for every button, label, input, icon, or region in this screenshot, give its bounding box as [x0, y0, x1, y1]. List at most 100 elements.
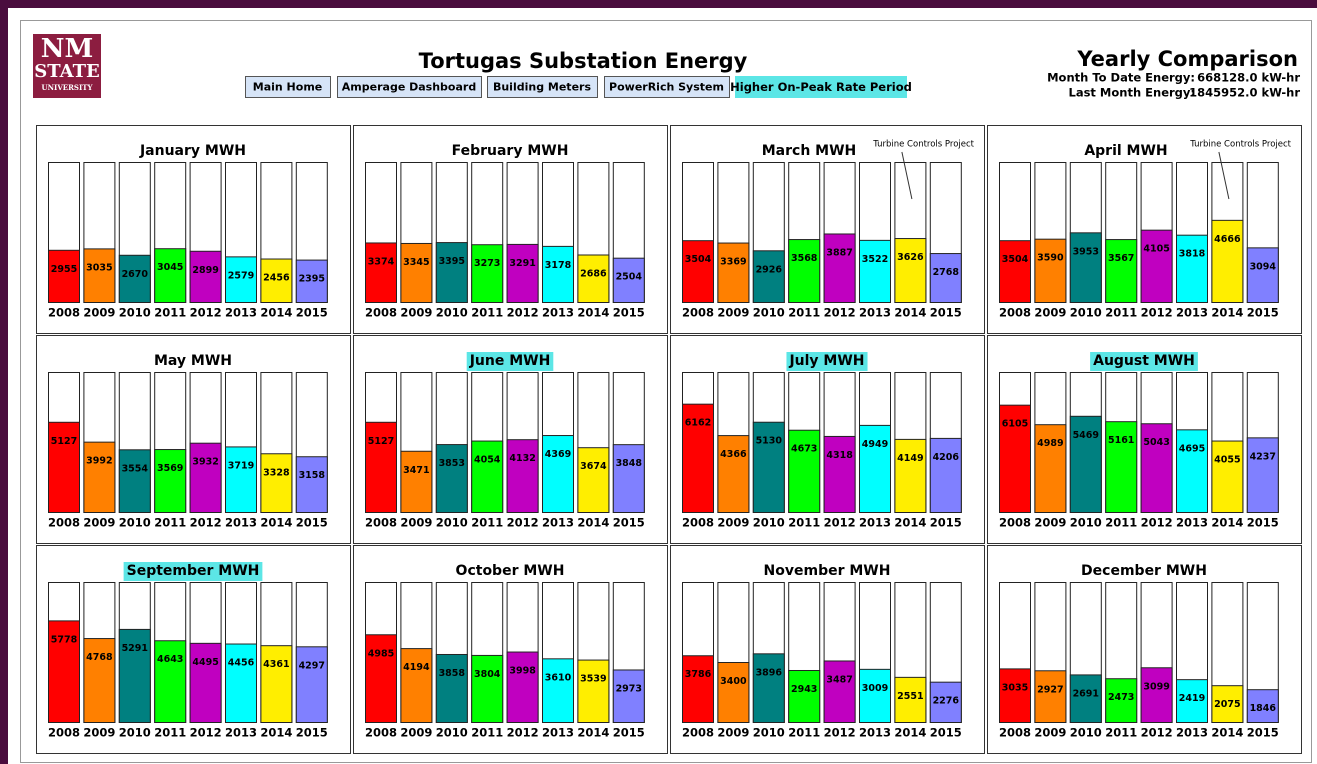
button-face[interactable]	[604, 76, 730, 98]
x-tick-label: 2012	[824, 516, 856, 530]
bar	[400, 648, 433, 723]
bar	[295, 259, 328, 303]
bar	[225, 643, 257, 724]
x-tick-label: 2011	[154, 306, 186, 320]
button-label[interactable]: Main Home	[253, 81, 323, 94]
bar	[48, 421, 80, 513]
x-tick-label: 2015	[613, 726, 645, 740]
x-tick-label: 2010	[436, 306, 468, 320]
bar	[1034, 238, 1067, 304]
button-face[interactable]	[487, 76, 598, 98]
value-label: 3158	[299, 470, 326, 481]
x-tick-label: 2012	[507, 726, 539, 740]
x-tick-label: 2011	[1105, 306, 1137, 320]
value-label: 3804	[474, 669, 501, 680]
x-tick-label: 2011	[788, 726, 820, 740]
bar	[1176, 234, 1208, 303]
button-face[interactable]	[245, 76, 331, 98]
value-label: 1846	[1250, 703, 1277, 714]
bar	[365, 421, 397, 513]
bar	[1034, 424, 1067, 514]
notice: Higher On-Peak Rate Period	[730, 80, 912, 94]
annotation: Turbine Controls Project	[1189, 140, 1291, 150]
x-tick-label: 2013	[859, 726, 891, 740]
value-label: 3610	[545, 672, 572, 683]
button-label[interactable]: PowerRich System	[609, 81, 724, 94]
x-tick-label: 2009	[400, 516, 432, 530]
value-label: 3858	[439, 668, 466, 679]
x-tick-label: 2011	[1105, 516, 1137, 530]
value-label: 3719	[228, 460, 254, 471]
x-tick-label: 2010	[1070, 726, 1102, 740]
value-label: 3400	[720, 676, 747, 687]
bar	[506, 439, 539, 513]
value-label: 4456	[228, 658, 255, 669]
bar	[1211, 219, 1244, 303]
bar	[118, 449, 151, 513]
x-tick-label: 2008	[682, 516, 714, 530]
bar	[506, 651, 539, 723]
x-tick-label: 2013	[859, 306, 891, 320]
chart-title: October MWH	[456, 563, 565, 579]
nav-button[interactable]: PowerRich System	[604, 76, 730, 98]
logo-text: STATE	[34, 61, 100, 82]
bar	[435, 444, 468, 514]
x-tick-label: 2008	[999, 306, 1031, 320]
value-label: 3567	[1108, 253, 1134, 264]
bar	[48, 249, 80, 304]
x-tick-label: 2015	[296, 306, 328, 320]
bar	[154, 248, 187, 303]
x-tick-label: 2012	[824, 726, 856, 740]
x-tick-label: 2010	[1070, 306, 1102, 320]
x-tick-label: 2015	[930, 306, 962, 320]
value-label: 2973	[616, 683, 642, 694]
x-tick-label: 2011	[788, 306, 820, 320]
nav-button[interactable]: Building Meters	[487, 76, 598, 98]
value-label: 3539	[580, 674, 606, 685]
button-label[interactable]: Building Meters	[493, 81, 591, 94]
x-tick-label: 2012	[1141, 516, 1173, 530]
bar	[894, 676, 927, 723]
button-label[interactable]: Amperage Dashboard	[342, 81, 476, 94]
x-tick-label: 2015	[1247, 726, 1279, 740]
bar	[1069, 415, 1102, 514]
bar	[894, 238, 927, 303]
content-frame	[20, 20, 1312, 763]
bar	[1176, 429, 1208, 513]
value-label: 3848	[616, 458, 643, 469]
bar	[435, 242, 468, 303]
x-tick-label: 2014	[894, 726, 926, 740]
button-face[interactable]	[337, 76, 482, 98]
value-label: 2943	[791, 684, 817, 695]
bar	[542, 435, 574, 514]
bar	[506, 243, 539, 303]
value-label: 3045	[157, 262, 183, 273]
value-label: 5127	[368, 436, 394, 447]
value-label: 2473	[1108, 692, 1134, 703]
x-tick-label: 2012	[190, 306, 222, 320]
bar	[260, 453, 293, 514]
value-label: 4105	[1143, 244, 1169, 255]
value-label: 2899	[192, 265, 218, 276]
value-label: 2395	[299, 274, 325, 285]
x-tick-label: 2011	[154, 516, 186, 530]
value-label: 6162	[685, 418, 711, 429]
value-label: 4149	[897, 453, 923, 464]
nav-button[interactable]: Main Home	[245, 76, 331, 98]
value-label: 5161	[1108, 435, 1134, 446]
value-label: 4194	[403, 662, 430, 673]
x-tick-label: 2010	[753, 726, 785, 740]
bar	[260, 258, 293, 303]
value-label: 3626	[897, 252, 924, 263]
logo-text: NM	[41, 34, 94, 64]
x-tick-label: 2012	[190, 726, 222, 740]
value-label: 4361	[263, 659, 289, 670]
nav-button[interactable]: Amperage Dashboard	[337, 76, 482, 98]
value-label: 6105	[1002, 419, 1028, 430]
x-tick-label: 2015	[930, 726, 962, 740]
value-label: 2927	[1037, 684, 1063, 695]
bar	[118, 628, 151, 723]
title-highlight	[786, 352, 868, 371]
value-label: 3569	[157, 463, 183, 474]
